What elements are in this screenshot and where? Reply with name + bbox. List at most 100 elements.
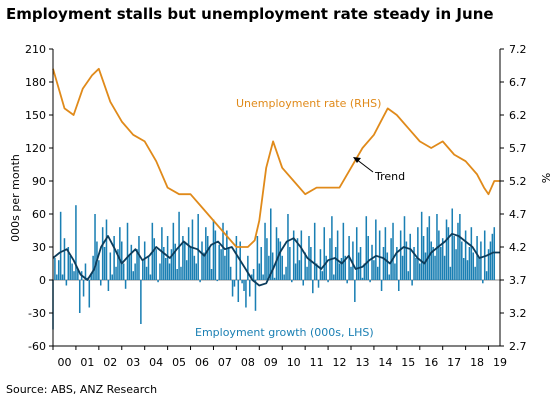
employment-bar <box>438 230 440 280</box>
employment-bar <box>128 255 131 280</box>
right-tick-label: 3.7 <box>509 274 527 287</box>
employment-bar <box>357 252 360 280</box>
employment-bar <box>258 263 261 280</box>
employment-bar <box>407 271 410 280</box>
left-tick-label: 30 <box>32 241 46 254</box>
employment-bar <box>227 247 230 280</box>
employment-bar <box>90 273 92 280</box>
employment-bar <box>247 255 249 280</box>
right-tick-label: 7.2 <box>509 43 527 56</box>
employment-bar <box>294 263 297 280</box>
employment-bar <box>224 255 226 280</box>
left-axis-ticks: 210 180 150 120 90 60 30 0 -30 -60 <box>25 43 53 353</box>
employment-bar <box>69 255 71 280</box>
left-tick-label: 60 <box>32 208 46 221</box>
employment-bar <box>428 216 431 280</box>
employment-bar <box>105 219 108 280</box>
employment-bar <box>350 266 352 280</box>
employment-bar <box>262 274 264 280</box>
employment-bar <box>84 263 87 280</box>
chart-title: Employment stalls but unemployment rate … <box>6 5 494 23</box>
employment-bar <box>455 249 457 280</box>
right-tick-label: 6.7 <box>509 76 527 89</box>
employment-bar <box>168 263 171 280</box>
employment-bar <box>485 271 488 280</box>
y-right-label: % <box>539 173 552 183</box>
employment-bar <box>101 227 104 280</box>
employment-bar <box>336 230 339 280</box>
employment-bar <box>88 280 91 308</box>
employment-bar <box>231 280 234 297</box>
employment-bar <box>197 214 199 280</box>
x-tick-label: 18 <box>470 356 484 369</box>
employment-bar <box>210 269 213 280</box>
employment-bar <box>119 227 121 280</box>
employment-bar <box>420 211 423 280</box>
right-tick-label: 3.2 <box>509 307 527 320</box>
employment-bar <box>424 252 427 280</box>
employment-bar <box>392 222 394 280</box>
employment-bar <box>394 263 396 280</box>
employment-bar <box>142 260 144 280</box>
employment-bar <box>325 255 327 280</box>
trend-line-layer <box>52 232 500 287</box>
employment-bar <box>317 280 320 288</box>
employment-bar <box>145 266 148 280</box>
employment-bar <box>411 280 413 286</box>
left-tick-label: -30 <box>28 307 46 320</box>
employment-bar <box>462 258 465 280</box>
employment-bar <box>92 255 94 280</box>
employment-bar <box>191 219 194 280</box>
employment-bar <box>466 260 469 280</box>
employment-bar <box>281 255 283 280</box>
employment-bar <box>233 280 236 287</box>
employment-bar <box>472 252 475 280</box>
employment-bar <box>252 269 255 280</box>
employment-bar <box>378 230 381 280</box>
employment-bar <box>445 219 448 280</box>
right-tick-label: 4.7 <box>509 208 527 221</box>
right-tick-label: 6.2 <box>509 109 527 122</box>
x-tick-label: 11 <box>310 356 324 369</box>
employment-bar <box>124 280 127 289</box>
employment-bar <box>275 227 278 280</box>
employment-bar <box>103 247 106 280</box>
employment-bar <box>413 247 415 280</box>
employment-bar <box>271 252 274 280</box>
employment-bar <box>237 280 240 302</box>
unemployment-rate-line <box>52 67 500 248</box>
x-tick-label: 19 <box>493 356 507 369</box>
employment-bar <box>359 247 362 280</box>
employment-bar <box>291 280 293 283</box>
employment-bar <box>373 260 375 280</box>
employment-bar <box>310 247 312 280</box>
employment-bars <box>52 205 496 330</box>
employment-bar <box>409 233 411 280</box>
employment-bar <box>312 280 314 294</box>
employment-bar <box>287 214 289 280</box>
x-tick-label: 01 <box>80 356 94 369</box>
employment-bar <box>491 233 494 280</box>
employment-bar <box>470 227 473 280</box>
employment-bar <box>361 277 364 280</box>
employment-bar <box>277 238 280 280</box>
x-tick-label: 15 <box>401 356 415 369</box>
employment-bar <box>248 280 251 297</box>
employment-bar <box>99 280 102 286</box>
employment-bar <box>321 271 324 280</box>
employment-bar <box>164 258 167 280</box>
x-tick-label: 02 <box>103 356 117 369</box>
employment-bar <box>98 260 100 280</box>
employment-bar <box>126 222 129 280</box>
x-tick-label: 08 <box>241 356 255 369</box>
employment-bar <box>75 205 77 280</box>
employment-bar <box>109 252 112 280</box>
employment-bar <box>157 280 159 283</box>
employment-bar <box>417 227 419 280</box>
right-axis-ticks: 7.2 6.7 6.2 5.7 5.2 4.7 4.2 3.7 3.2 2.7 <box>500 43 527 353</box>
employment-bar <box>113 236 115 280</box>
employment-bar <box>327 280 329 283</box>
x-tick-label: 13 <box>355 356 369 369</box>
left-tick-label: 150 <box>25 109 46 122</box>
employment-bar <box>71 263 73 280</box>
